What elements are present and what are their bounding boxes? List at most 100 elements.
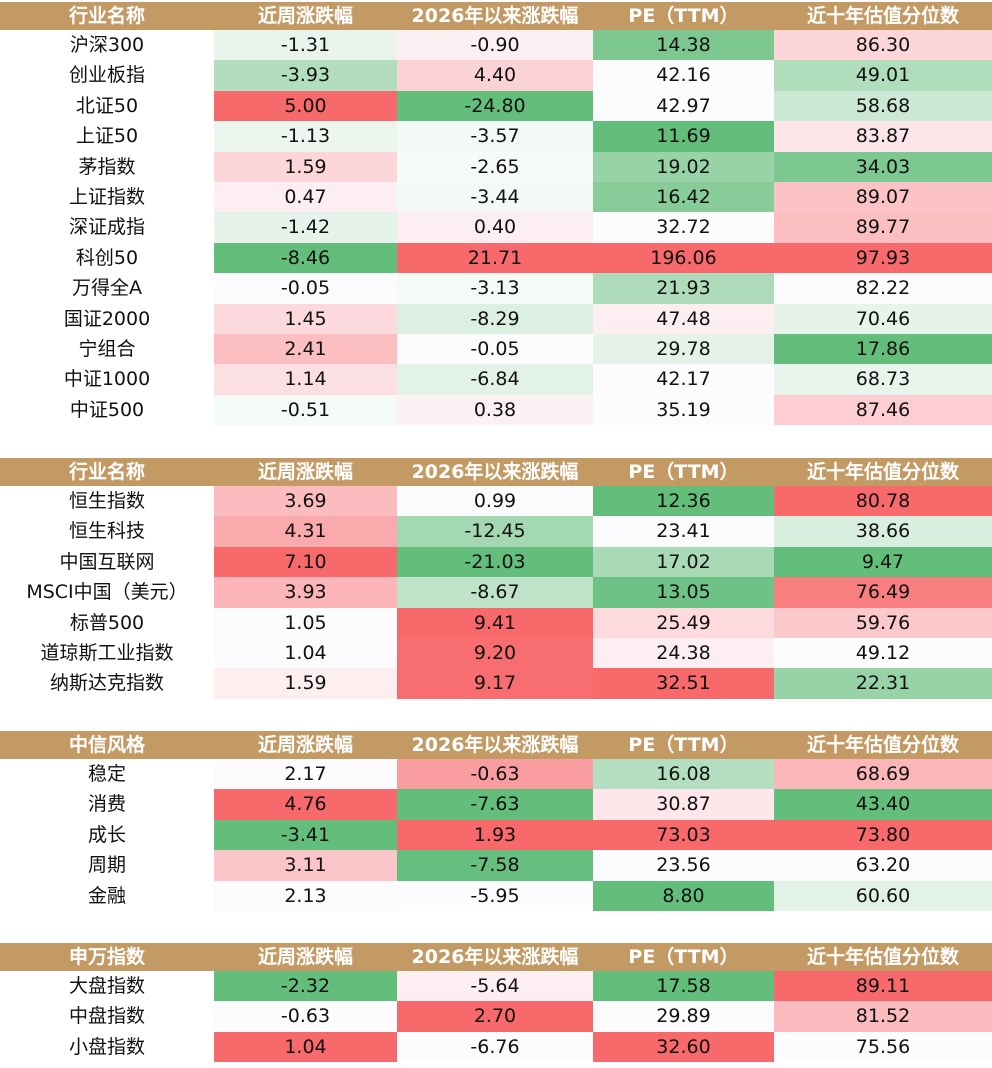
value-cell: -3.13 (397, 273, 593, 304)
value-cell: -0.90 (397, 30, 593, 61)
table-row: 金融 2.13 -5.95 8.80 60.60 (0, 880, 992, 911)
value-cell: 30.87 (593, 789, 774, 820)
row-name: 沪深300 (0, 30, 214, 61)
value-cell: 34.03 (774, 151, 992, 182)
value-cell: 0.40 (397, 212, 593, 243)
value-cell: 60.60 (774, 880, 992, 911)
value-cell: 4.40 (397, 60, 593, 91)
value-cell: 1.04 (214, 1031, 397, 1063)
value-cell: -8.67 (397, 577, 593, 608)
value-cell: -5.64 (397, 971, 593, 1002)
table-row: 上证50 -1.13 -3.57 11.69 83.87 (0, 121, 992, 152)
value-cell: 42.16 (593, 60, 774, 91)
table-row: 国证2000 1.45 -8.29 47.48 70.46 (0, 303, 992, 334)
value-cell: 75.56 (774, 1031, 992, 1063)
column-header: 近周涨跌幅 (257, 734, 353, 756)
value-cell: 97.93 (774, 242, 992, 274)
value-cell: 17.86 (774, 333, 992, 365)
row-name: 茅指数 (0, 151, 214, 182)
column-header: 2026年以来涨跌幅 (411, 734, 579, 756)
value-cell: 73.03 (593, 819, 774, 851)
value-cell: 59.76 (774, 607, 992, 638)
value-cell: -24.80 (397, 90, 593, 122)
value-cell: 0.38 (397, 394, 593, 426)
data-table: 中信风格 近周涨跌幅 2026年以来涨跌幅 PE（TTM） 近十年估值分位数 稳定 2.17… (0, 731, 992, 911)
table-row: 道琼斯工业指数 1.04 9.20 24.38 49.12 (0, 637, 992, 669)
value-cell: 3.93 (214, 577, 397, 608)
value-cell: -0.63 (214, 1001, 397, 1032)
value-cell: 1.45 (214, 303, 397, 334)
row-name: 创业板指 (0, 60, 214, 91)
table-row: 消费 4.76 -7.63 30.87 43.40 (0, 789, 992, 820)
column-header: PE（TTM） (628, 461, 739, 483)
value-cell: -1.31 (214, 30, 397, 61)
table-row: 沪深300 -1.31 -0.90 14.38 86.30 (0, 30, 992, 61)
value-cell: -1.42 (214, 212, 397, 243)
value-cell: 32.72 (593, 212, 774, 243)
value-cell: 196.06 (593, 242, 774, 274)
value-cell: -0.51 (214, 394, 397, 426)
value-cell: -2.32 (214, 971, 397, 1002)
value-cell: 68.73 (774, 364, 992, 395)
value-cell: -3.44 (397, 181, 593, 213)
value-cell: 87.46 (774, 394, 992, 426)
value-cell: 23.41 (593, 516, 774, 547)
value-cell: 4.76 (214, 789, 397, 820)
column-header: 行业名称 (68, 461, 145, 483)
table-row: 标普500 1.05 9.41 25.49 59.76 (0, 607, 992, 638)
table-row: 大盘指数 -2.32 -5.64 17.58 89.11 (0, 971, 992, 1002)
value-cell: 1.14 (214, 364, 397, 395)
value-cell: 21.93 (593, 273, 774, 304)
value-cell: 9.41 (397, 607, 593, 638)
row-name: 上证50 (0, 121, 214, 152)
row-name: 纳斯达克指数 (0, 668, 214, 699)
column-header: 行业名称 (68, 5, 145, 27)
value-cell: -6.76 (397, 1031, 593, 1063)
value-cell: 89.77 (774, 212, 992, 243)
row-name: 道琼斯工业指数 (0, 637, 214, 669)
row-name: 宁组合 (0, 333, 214, 365)
value-cell: 38.66 (774, 516, 992, 547)
value-cell: 5.00 (214, 90, 397, 122)
row-name: 中国互联网 (0, 546, 214, 578)
value-cell: 7.10 (214, 546, 397, 578)
value-cell: 24.38 (593, 637, 774, 669)
column-header: PE（TTM） (628, 946, 739, 968)
row-name: 成长 (0, 819, 214, 851)
row-name: 恒生指数 (0, 486, 214, 517)
value-cell: 2.70 (397, 1001, 593, 1032)
value-cell: -7.58 (397, 850, 593, 881)
value-cell: 80.78 (774, 486, 992, 517)
value-cell: 25.49 (593, 607, 774, 638)
value-cell: 9.47 (774, 546, 992, 578)
row-name: 周期 (0, 850, 214, 881)
table-row: 上证指数 0.47 -3.44 16.42 89.07 (0, 181, 992, 213)
value-cell: 73.80 (774, 819, 992, 851)
value-cell: 63.20 (774, 850, 992, 881)
table-row: 小盘指数 1.04 -6.76 32.60 75.56 (0, 1031, 992, 1063)
table-header: 中信风格 近周涨跌幅 2026年以来涨跌幅 PE（TTM） 近十年估值分位数 (0, 731, 992, 759)
table-row: 成长 -3.41 1.93 73.03 73.80 (0, 819, 992, 851)
column-header: 近十年估值分位数 (806, 734, 959, 756)
value-cell: -3.57 (397, 121, 593, 152)
table-row: 科创50 -8.46 21.71 196.06 97.93 (0, 242, 992, 274)
table-row: 深证成指 -1.42 0.40 32.72 89.77 (0, 212, 992, 243)
value-cell: 1.04 (214, 637, 397, 669)
value-cell: 4.31 (214, 516, 397, 547)
value-cell: 1.59 (214, 151, 397, 182)
row-name: 小盘指数 (0, 1031, 214, 1063)
value-cell: 21.71 (397, 242, 593, 274)
value-cell: -0.05 (397, 333, 593, 365)
row-name: 大盘指数 (0, 971, 214, 1002)
row-name: 科创50 (0, 242, 214, 274)
table-row: 稳定 2.17 -0.63 16.08 68.69 (0, 759, 992, 790)
value-cell: -6.84 (397, 364, 593, 395)
column-header: 近周涨跌幅 (257, 461, 353, 483)
table-row: 纳斯达克指数 1.59 9.17 32.51 22.31 (0, 668, 992, 699)
value-cell: 42.97 (593, 90, 774, 122)
value-cell: 17.58 (593, 971, 774, 1002)
value-cell: 2.13 (214, 880, 397, 911)
table-row: 创业板指 -3.93 4.40 42.16 49.01 (0, 60, 992, 91)
row-name: 金融 (0, 880, 214, 911)
value-cell: -1.13 (214, 121, 397, 152)
